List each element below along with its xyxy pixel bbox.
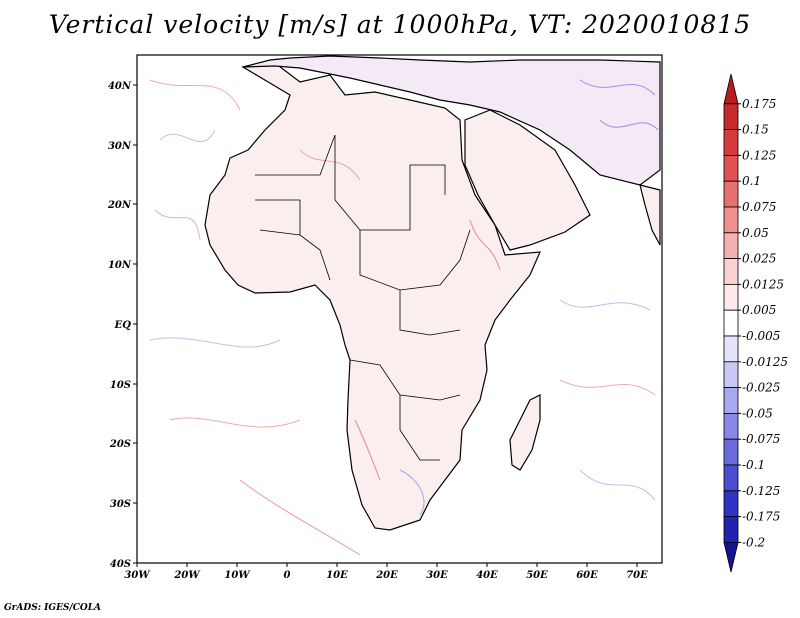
africa-coastline [204, 62, 541, 531]
chart-title: Vertical velocity [m/s] at 1000hPa, VT: … [48, 10, 752, 39]
colorbar-segment [723, 412, 739, 440]
lon-label: 0 [284, 570, 291, 581]
colorbar-label: 0.05 [742, 226, 769, 240]
colorbar-label: 0.175 [742, 97, 776, 111]
lon-label: 60E [576, 570, 598, 581]
colorbar-label: 0.15 [742, 123, 769, 137]
field-streaks [149, 79, 659, 556]
colorbar-label: -0.2 [742, 535, 765, 549]
colorbar-label: 0.1 [742, 174, 761, 188]
colorbar-segment [723, 283, 739, 311]
colorbar-segment [723, 103, 739, 131]
arabia-coastline [464, 109, 591, 251]
lat-label: 10S [110, 380, 131, 391]
colorbar-segment [723, 206, 739, 234]
colorbar-label: 0.125 [742, 148, 776, 162]
colorbar-label: -0.075 [742, 432, 780, 446]
lon-label: 30W [124, 570, 151, 581]
grads-credit: GrADS: IGES/COLA [4, 603, 102, 613]
lat-label: EQ [114, 320, 132, 331]
colorbar-label: 0.075 [742, 200, 776, 214]
colorbar-segment [723, 335, 739, 363]
colorbar-label: 0.005 [742, 303, 776, 317]
india-coastline [639, 184, 661, 246]
colorbar-segment [723, 542, 739, 573]
colorbar-label: -0.0125 [742, 355, 788, 369]
lat-label: 30S [110, 499, 131, 510]
colorbar-segment [723, 309, 739, 337]
axis-ticks [133, 84, 638, 567]
colorbar-label: 0.0125 [742, 277, 784, 291]
longitude-labels: 30W 20W 10W 0 10E 20E 30E 40E 50E 60E 70… [124, 570, 648, 581]
colorbar-segment [723, 516, 739, 543]
colorbar-label: -0.125 [742, 484, 780, 498]
lon-label: 20W [173, 570, 201, 581]
colorbar-segment [723, 258, 739, 285]
colorbar-segment [723, 361, 739, 388]
lon-label: 50E [526, 570, 548, 581]
colorbar-segment [723, 232, 739, 260]
continent-outlines [204, 55, 661, 531]
map-frame [136, 54, 663, 564]
madagascar-coastline [509, 394, 541, 471]
colorbar-segment [723, 73, 739, 105]
lat-label: 20S [109, 439, 131, 450]
colorbar-segment [723, 154, 739, 182]
lon-label: 10E [326, 570, 348, 581]
lat-label: 10N [108, 260, 132, 271]
lon-label: 10W [224, 570, 251, 581]
lon-label: 30E [426, 570, 448, 581]
lat-label: 20N [107, 200, 132, 211]
colorbar-label: -0.005 [742, 329, 780, 343]
latitude-labels: 40N 30N 20N 10N EQ 10S 20S 30S 40S [107, 81, 132, 570]
colorbar-label: 0.025 [742, 252, 776, 266]
colorbar-segment [723, 438, 739, 466]
colorbar-label: -0.175 [742, 510, 780, 524]
country-borders [255, 134, 471, 461]
eurasia-coastline [242, 55, 661, 186]
colorbar-segment [723, 180, 739, 208]
colorbar-segment [723, 490, 739, 517]
colorbar-segment [723, 464, 739, 492]
lon-label: 40E [476, 570, 498, 581]
colorbar-label: -0.05 [742, 406, 773, 420]
lon-label: 20E [375, 570, 398, 581]
lat-label: 30N [108, 141, 132, 152]
lat-label: 40N [108, 81, 132, 92]
colorbar-segment [723, 129, 739, 156]
colorbar-label: -0.025 [742, 381, 780, 395]
colorbar: 0.175 0.15 0.125 0.1 0.075 0.05 0.025 0.0125 0.0… [723, 73, 788, 573]
lon-label: 70E [626, 570, 648, 581]
colorbar-label: -0.1 [742, 458, 765, 472]
colorbar-segment [723, 387, 739, 414]
lat-label: 40S [110, 559, 131, 570]
